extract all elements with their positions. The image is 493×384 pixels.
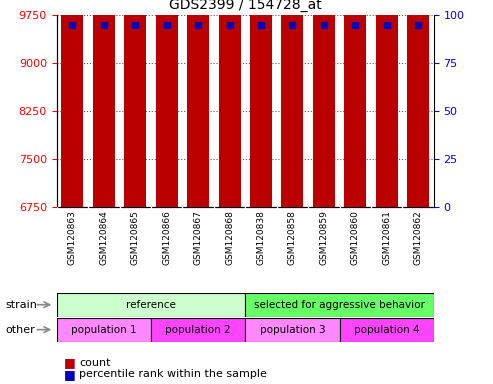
Bar <box>376 0 398 207</box>
Text: GSM120868: GSM120868 <box>225 210 234 265</box>
Text: percentile rank within the sample: percentile rank within the sample <box>79 369 267 379</box>
Text: GSM120866: GSM120866 <box>162 210 171 265</box>
Bar <box>282 0 303 207</box>
Text: ■: ■ <box>64 368 76 381</box>
Bar <box>57 293 245 317</box>
Point <box>226 22 234 28</box>
Bar <box>250 0 272 207</box>
Text: population 2: population 2 <box>165 324 231 335</box>
Text: reference: reference <box>126 300 176 310</box>
Title: GDS2399 / 154728_at: GDS2399 / 154728_at <box>169 0 321 12</box>
Bar <box>151 318 245 342</box>
Bar <box>218 0 241 207</box>
Text: population 4: population 4 <box>354 324 420 335</box>
Bar <box>407 0 429 207</box>
Bar <box>344 0 366 207</box>
Text: GSM120860: GSM120860 <box>351 210 360 265</box>
Point <box>131 22 139 28</box>
Text: GSM120863: GSM120863 <box>68 210 77 265</box>
Point <box>257 22 265 28</box>
Bar <box>340 318 434 342</box>
Text: population 3: population 3 <box>260 324 325 335</box>
Text: ■: ■ <box>64 356 76 369</box>
Text: population 1: population 1 <box>71 324 137 335</box>
Text: count: count <box>79 358 110 368</box>
Bar <box>124 0 146 207</box>
Text: strain: strain <box>5 300 37 310</box>
Point <box>414 22 422 28</box>
Text: GSM120862: GSM120862 <box>414 210 423 265</box>
Text: GSM120858: GSM120858 <box>288 210 297 265</box>
Text: GSM120861: GSM120861 <box>382 210 391 265</box>
Bar <box>313 0 335 207</box>
Point <box>194 22 202 28</box>
Text: selected for aggressive behavior: selected for aggressive behavior <box>254 300 425 310</box>
Bar <box>187 0 209 207</box>
Bar <box>57 318 151 342</box>
Text: GSM120864: GSM120864 <box>99 210 108 265</box>
Point <box>383 22 390 28</box>
Point <box>69 22 76 28</box>
Text: other: other <box>5 324 35 335</box>
Point <box>100 22 108 28</box>
Bar <box>245 318 340 342</box>
Text: GSM120838: GSM120838 <box>256 210 266 265</box>
Text: GSM120867: GSM120867 <box>194 210 203 265</box>
Bar <box>245 293 434 317</box>
Point <box>320 22 328 28</box>
Bar <box>62 0 83 207</box>
Point <box>288 22 296 28</box>
Point <box>163 22 171 28</box>
Bar <box>93 0 115 207</box>
Text: GSM120859: GSM120859 <box>319 210 328 265</box>
Bar <box>156 0 177 207</box>
Text: GSM120865: GSM120865 <box>131 210 140 265</box>
Point <box>352 22 359 28</box>
